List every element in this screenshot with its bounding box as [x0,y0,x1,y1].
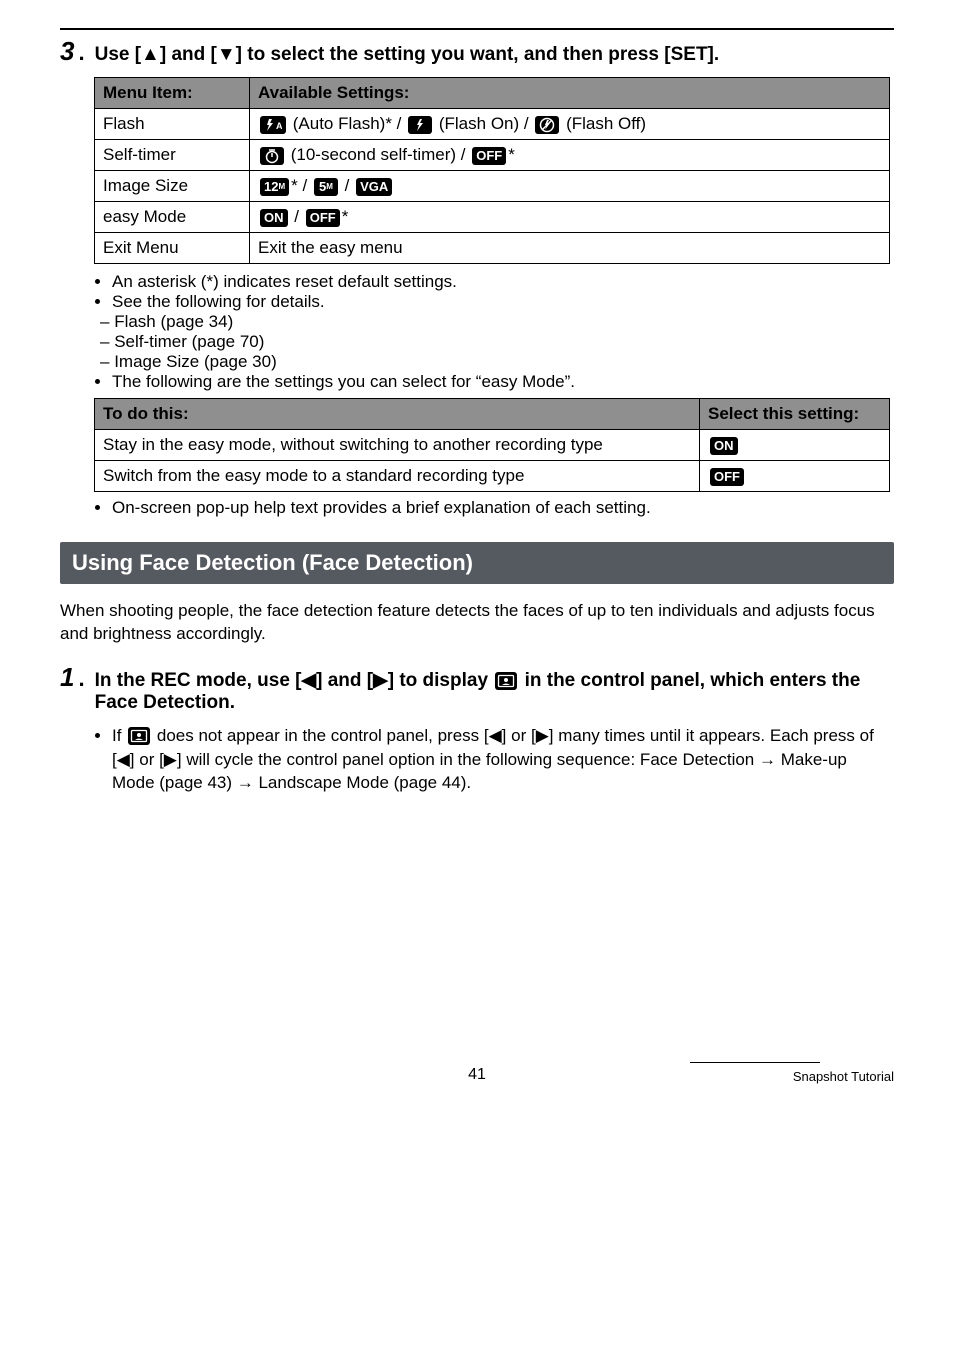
todo-header-2: Select this setting: [700,399,890,430]
section-intro: When shooting people, the face detection… [60,600,894,646]
settings-header-2: Available Settings: [250,78,890,109]
bullet-imagesize-ref: Image Size (page 30) [118,352,894,372]
svg-text:A: A [276,121,282,131]
self-timer-icon [260,147,284,165]
table-row: Stay in the easy mode, without switching… [95,430,890,461]
self-off-chip: OFF [472,147,506,165]
self-b: * [508,145,515,164]
bullets-2: On-screen pop-up help text provides a br… [94,498,894,518]
footer-label: Snapshot Tutorial [616,1069,894,1084]
substep-1-item: If does not appear in the control panel,… [112,724,894,795]
todo-on-chip: ON [710,437,738,455]
settings-easy-label: easy Mode [95,202,250,233]
self-a: (10-second self-timer) / [291,145,466,164]
flash-a: (Auto Flash)* / [293,114,402,133]
face-detection-icon [128,727,150,745]
flash-on-icon [408,116,432,134]
todo-row2: Switch from the easy mode to a standard … [95,461,700,492]
settings-size-label: Image Size [95,171,250,202]
flash-c: (Flash Off) [566,114,646,133]
substep-1: If does not appear in the control panel,… [94,724,894,795]
settings-table: Menu Item: Available Settings: Flash A (… [94,77,890,264]
settings-self-label: Self-timer [95,140,250,171]
easy-b: * [342,207,349,226]
arrow-right-icon: → [759,750,776,769]
step-1: 1. In the REC mode, use [◀] and [▶] to d… [60,662,894,714]
settings-flash-label: Flash [95,109,250,140]
step-3: 3. Use [▲] and [▼] to select the setting… [60,28,894,67]
settings-exit-label: Exit Menu [95,233,250,264]
easy-on-chip: ON [260,209,288,227]
bullet-selftimer-ref: Self-timer (page 70) [118,332,894,352]
page-number: 41 [338,1066,616,1084]
sub1-m2: Landscape Mode (page 44). [254,773,471,792]
todo-row2-val: OFF [700,461,890,492]
todo-row1: Stay in the easy mode, without switching… [95,430,700,461]
step1-pre: In the REC mode, use [◀] and [▶] to disp… [95,670,494,691]
todo-table: To do this: Select this setting: Stay in… [94,398,890,492]
sub1-pre: If [112,726,126,745]
settings-easy-values: ON / OFF* [250,202,890,233]
table-row: Image Size 12M* / 5M / VGA [95,171,890,202]
face-detection-icon [495,672,517,690]
step-3-dot: . [78,40,84,66]
flash-b: (Flash On) / [439,114,529,133]
settings-flash-values: A (Auto Flash)* / (Flash On) / (Flash Of… [250,109,890,140]
size-12m-chip: 12M [260,178,289,196]
table-row: easy Mode ON / OFF* [95,202,890,233]
table-row: Exit Menu Exit the easy menu [95,233,890,264]
bullets-1: An asterisk (*) indicates reset default … [94,272,894,392]
settings-self-values: (10-second self-timer) / OFF* [250,140,890,171]
todo-row1-val: ON [700,430,890,461]
step-1-dot: . [78,666,84,692]
bullet-easy-settings: The following are the settings you can s… [112,372,894,392]
settings-size-values: 12M* / 5M / VGA [250,171,890,202]
flash-off-icon [535,116,559,134]
bullet-asterisk: An asterisk (*) indicates reset default … [112,272,894,292]
page-footer: 41 Snapshot Tutorial [0,1055,954,1100]
easy-off-chip: OFF [306,209,340,227]
size-vga-chip: VGA [356,178,392,196]
step-1-text: In the REC mode, use [◀] and [▶] to disp… [95,669,894,714]
arrow-right-icon: → [237,773,254,792]
settings-header-1: Menu Item: [95,78,250,109]
step-3-num: 3 [60,36,74,67]
settings-exit-value: Exit the easy menu [250,233,890,264]
table-row: Self-timer (10-second self-timer) / OFF* [95,140,890,171]
size-a: * / [291,176,307,195]
todo-header-1: To do this: [95,399,700,430]
todo-off-chip: OFF [710,468,744,486]
size-5m-chip: 5M [314,178,338,196]
step-3-text: Use [▲] and [▼] to select the setting yo… [95,44,720,66]
bullet-flash-ref: Flash (page 34) [118,312,894,332]
table-row: Switch from the easy mode to a standard … [95,461,890,492]
size-b: / [345,176,350,195]
easy-a: / [294,207,299,226]
section-title: Using Face Detection (Face Detection) [60,542,894,584]
table-row: Flash A (Auto Flash)* / (Flash On) / (Fl… [95,109,890,140]
bullet-see-following: See the following for details. [112,292,894,312]
bullet-popup-help: On-screen pop-up help text provides a br… [112,498,894,518]
step-1-num: 1 [60,662,74,693]
auto-flash-icon: A [260,116,286,134]
